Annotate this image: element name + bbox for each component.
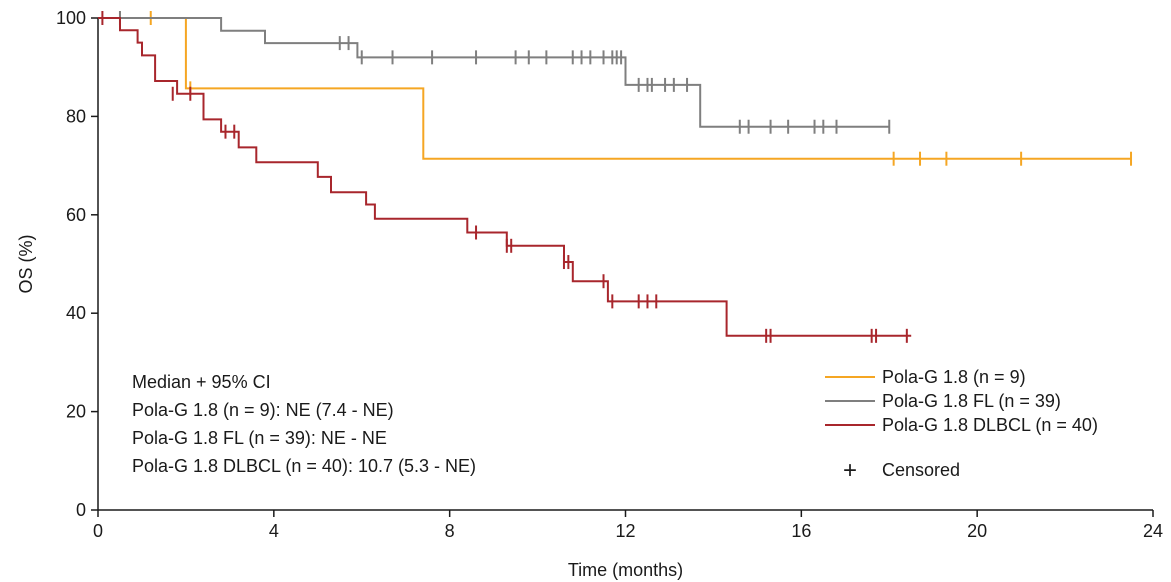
legend-label-series-3: Pola-G 1.8 DLBCL (n = 40)	[882, 415, 1098, 435]
legend-label-series-2: Pola-G 1.8 FL (n = 39)	[882, 391, 1061, 411]
x-tick-label: 16	[791, 521, 811, 541]
x-ticks: 0 4 8 12 16 20 24	[93, 510, 1163, 541]
y-tick-label: 60	[66, 205, 86, 225]
median-annotation: Median + 95% CI Pola-G 1.8 (n = 9): NE (…	[132, 372, 476, 476]
y-tick-label: 80	[66, 106, 86, 126]
series-line	[98, 17, 1131, 160]
legend-censored-label: Censored	[882, 460, 960, 480]
series-2	[98, 11, 891, 134]
y-tick-label: 20	[66, 402, 86, 422]
y-axis-title: OS (%)	[16, 234, 36, 293]
x-tick-label: 12	[615, 521, 635, 541]
series-3	[98, 11, 912, 343]
x-tick-label: 4	[269, 521, 279, 541]
series-1	[98, 11, 1133, 166]
legend-censored-symbol: +	[843, 457, 857, 484]
y-tick-label: 100	[56, 8, 86, 28]
annotation-title: Median + 95% CI	[132, 372, 271, 392]
annotation-line-2: Pola-G 1.8 FL (n = 39): NE - NE	[132, 428, 387, 448]
series-line	[98, 17, 912, 337]
legend: Pola-G 1.8 (n = 9) Pola-G 1.8 FL (n = 39…	[825, 367, 1098, 484]
series-layer	[98, 11, 1133, 343]
y-ticks: 0 20 40 60 80 100	[56, 8, 98, 520]
annotation-line-3: Pola-G 1.8 DLBCL (n = 40): 10.7 (5.3 - N…	[132, 456, 476, 476]
x-tick-label: 20	[967, 521, 987, 541]
x-tick-label: 8	[445, 521, 455, 541]
y-tick-label: 0	[76, 500, 86, 520]
series-line	[98, 17, 890, 128]
legend-label-series-1: Pola-G 1.8 (n = 9)	[882, 367, 1026, 387]
x-tick-label: 24	[1143, 521, 1163, 541]
y-tick-label: 40	[66, 303, 86, 323]
x-tick-label: 0	[93, 521, 103, 541]
annotation-line-1: Pola-G 1.8 (n = 9): NE (7.4 - NE)	[132, 400, 394, 420]
x-axis-title: Time (months)	[568, 560, 683, 580]
